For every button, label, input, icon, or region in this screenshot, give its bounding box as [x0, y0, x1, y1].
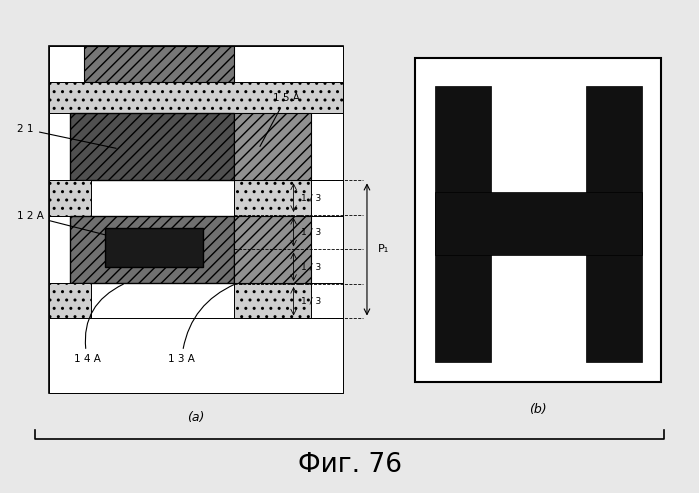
Bar: [415, 58, 661, 382]
Bar: [70, 216, 234, 283]
Text: 1 / 3: 1 / 3: [301, 297, 321, 306]
Text: 1 / 3: 1 / 3: [301, 262, 321, 271]
Bar: [234, 216, 311, 283]
Bar: [49, 82, 343, 113]
Text: 1 3 A: 1 3 A: [168, 284, 235, 364]
Text: 1 / 3: 1 / 3: [301, 193, 321, 202]
Bar: [49, 283, 343, 318]
Bar: [49, 180, 343, 216]
Bar: [234, 113, 311, 180]
Bar: [435, 192, 642, 255]
Bar: [234, 283, 311, 318]
Bar: [586, 86, 642, 362]
Bar: [49, 46, 343, 82]
Text: (a): (a): [187, 411, 204, 423]
Text: (b): (b): [529, 403, 547, 416]
Bar: [49, 180, 91, 216]
Bar: [49, 318, 343, 393]
Text: 1 4 A: 1 4 A: [74, 284, 123, 364]
Bar: [435, 86, 491, 362]
Text: 2 1: 2 1: [17, 124, 116, 148]
Text: Фиг. 76: Фиг. 76: [298, 453, 401, 478]
Bar: [70, 113, 234, 180]
Text: 1 2 A: 1 2 A: [17, 211, 106, 235]
Bar: [234, 180, 311, 216]
Bar: [49, 216, 343, 283]
Text: 1 5 A: 1 5 A: [260, 93, 299, 146]
Bar: [49, 46, 343, 393]
Bar: [49, 283, 91, 318]
Text: P₁: P₁: [377, 245, 389, 254]
Bar: [105, 228, 203, 267]
Bar: [84, 46, 234, 82]
Bar: [49, 113, 343, 180]
Text: 1 / 3: 1 / 3: [301, 228, 321, 237]
